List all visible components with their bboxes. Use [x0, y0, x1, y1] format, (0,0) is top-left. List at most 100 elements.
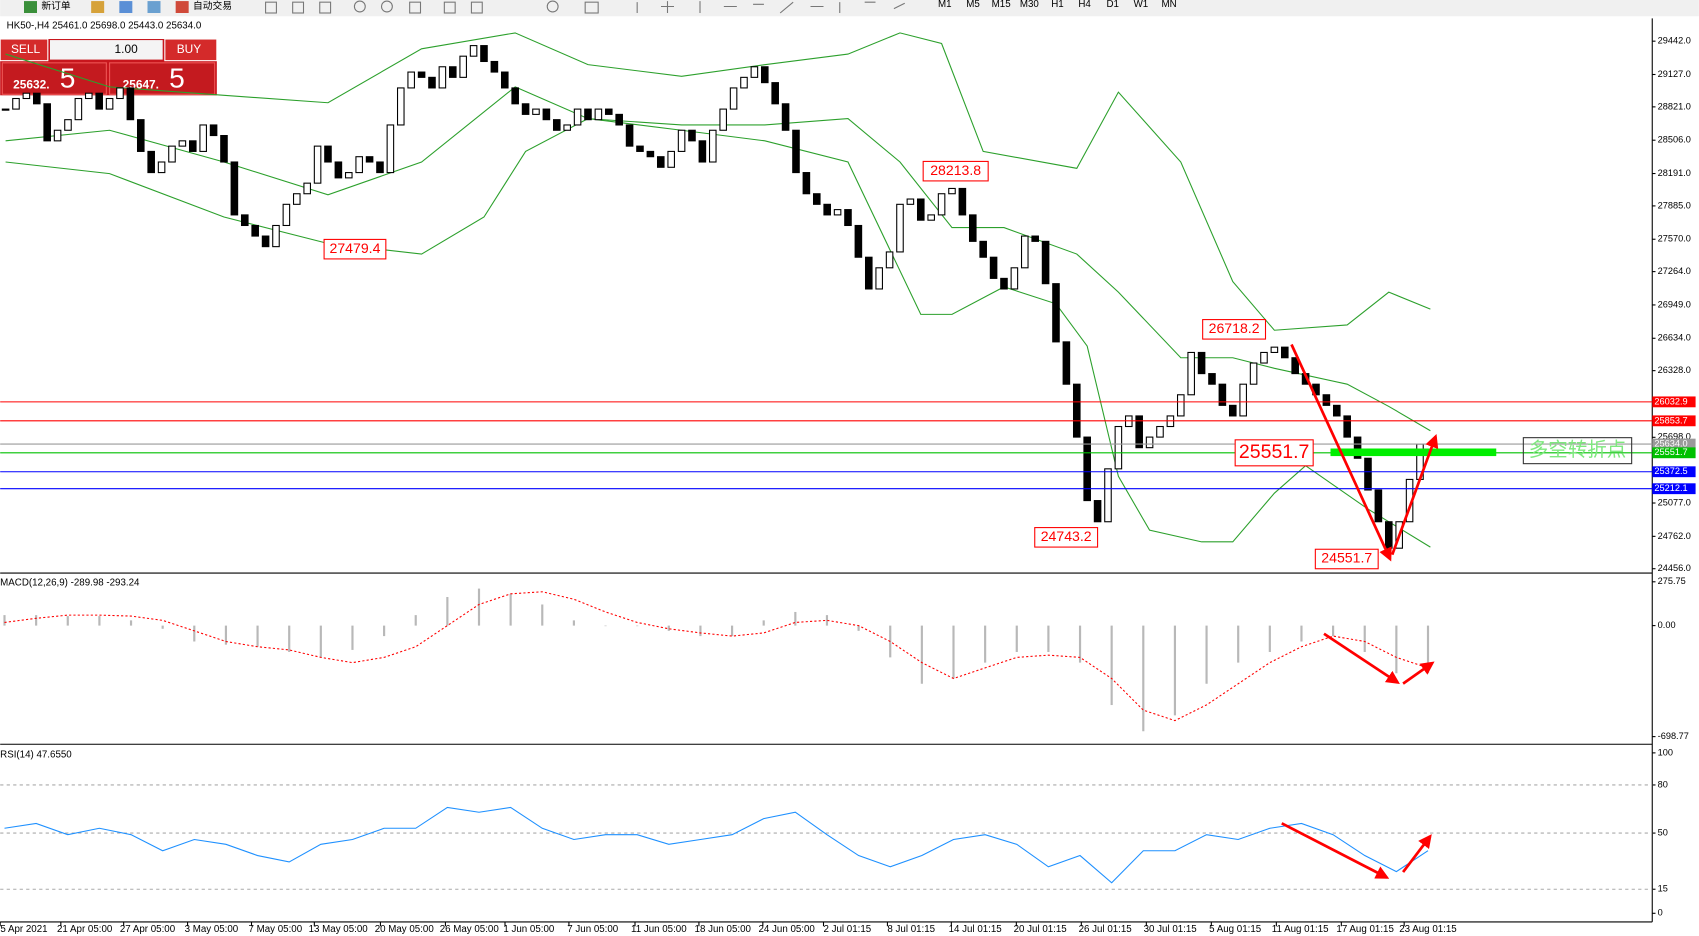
date-label: 17 Aug 01:15 [1336, 924, 1394, 935]
timeframe-button[interactable]: M15 [992, 0, 1012, 10]
buy-label[interactable]: BUY [177, 42, 202, 56]
macd-histogram-bar [604, 625, 607, 627]
price-annotation: 25551.7 [1239, 441, 1310, 463]
volume-value[interactable]: 1.00 [115, 42, 139, 56]
price-annotation-box [1034, 527, 1099, 548]
timeframe-button[interactable]: H1 [1051, 0, 1063, 10]
volume-input[interactable] [50, 40, 163, 60]
y-tick-label: 28191.0 [1658, 168, 1691, 178]
candle [157, 161, 166, 174]
y-tick-label: 27885.0 [1658, 200, 1691, 210]
auto-trading-icon[interactable] [175, 1, 189, 14]
new-order-button[interactable]: 新订单 [41, 0, 70, 12]
tool-icon[interactable] [292, 1, 305, 14]
macd-histogram-bar [1426, 625, 1430, 674]
tool-icon[interactable] [443, 1, 456, 14]
ask-pip: 5 [169, 63, 185, 94]
timeframe-button[interactable]: D1 [1107, 0, 1119, 10]
macd-histogram-bar [984, 625, 987, 663]
timeframe-button[interactable]: W1 [1134, 0, 1149, 10]
candle [313, 145, 322, 184]
candle [584, 108, 592, 121]
turning-point-bar [1330, 448, 1497, 457]
candle [511, 87, 519, 105]
drawing-tools[interactable] [636, 1, 905, 14]
tool-icon[interactable] [409, 1, 422, 14]
candle [355, 156, 363, 174]
timeframe-button[interactable]: M5 [966, 0, 980, 10]
y-tick-label: 100 [1658, 747, 1673, 757]
macd-histogram-bar [193, 625, 196, 642]
macd-histogram-bar [161, 625, 164, 629]
sell-price-box[interactable] [1, 62, 107, 95]
zoom-out[interactable] [380, 0, 393, 13]
timeframe-button[interactable]: M30 [1020, 0, 1040, 10]
tool-icon[interactable] [265, 1, 277, 14]
timeframe-button[interactable]: M1 [938, 0, 952, 10]
candle [1270, 346, 1279, 353]
candle [532, 108, 540, 115]
macd-histogram-bar [319, 625, 322, 658]
candle [989, 256, 998, 279]
candle [1020, 235, 1029, 269]
price-level-label: 25372.5 [1654, 466, 1687, 476]
buy-button[interactable] [164, 38, 218, 62]
candle [448, 66, 457, 78]
candle [604, 108, 613, 115]
candle [292, 193, 301, 205]
timeframe-button[interactable]: H4 [1078, 0, 1091, 10]
price-level-tag [1652, 447, 1696, 459]
candle [407, 71, 415, 89]
candle [303, 182, 311, 195]
candle [854, 224, 863, 258]
candle [1353, 436, 1362, 459]
tool-icon[interactable] [584, 1, 599, 14]
candle [750, 66, 759, 78]
candle [698, 140, 707, 163]
macd-histogram-bar [446, 597, 449, 626]
macd-histogram-bar [794, 611, 797, 626]
new-order-icon[interactable] [24, 1, 37, 14]
timeframe-button[interactable]: MN [1161, 0, 1176, 10]
candle [833, 209, 842, 216]
candle [251, 224, 259, 237]
candle [625, 124, 634, 147]
tool-icon[interactable] [546, 0, 559, 13]
sell-button[interactable] [0, 38, 49, 62]
candle [740, 76, 748, 89]
price-annotation: 27479.4 [330, 240, 381, 256]
candle [240, 214, 249, 227]
arrow [1323, 632, 1400, 684]
tool-icon[interactable] [319, 1, 332, 14]
candle [1364, 457, 1372, 491]
tool-icon[interactable] [470, 1, 483, 14]
candle [147, 150, 155, 174]
candle [823, 203, 831, 216]
zoom-in[interactable] [353, 0, 366, 13]
macd-histogram-bar [1015, 625, 1018, 652]
candle [1156, 425, 1164, 438]
date-label: 5 Apr 2021 [0, 924, 47, 935]
arrow [1281, 822, 1390, 879]
candle [812, 193, 821, 205]
candle [1072, 383, 1081, 438]
tool-icon[interactable] [119, 1, 133, 14]
sell-label[interactable]: SELL [11, 42, 41, 56]
chart-header: HK50-,H4 25461.0 25698.0 25443.0 25634.0 [7, 21, 202, 32]
candle [1104, 468, 1112, 523]
tool-icon[interactable] [147, 1, 161, 14]
auto-trading-button[interactable]: 自动交易 [193, 0, 232, 12]
y-tick-label: 27570.0 [1658, 234, 1691, 244]
macd-histogram-bar [699, 625, 702, 637]
candle [1332, 404, 1341, 417]
arrow [1402, 661, 1435, 685]
macd-histogram-bar [66, 616, 69, 626]
candle [53, 129, 62, 142]
tool-icon[interactable] [91, 1, 105, 14]
candle [1239, 383, 1247, 417]
candle [1260, 351, 1268, 364]
price-level-label: 25212.1 [1654, 483, 1687, 493]
candle [792, 129, 800, 174]
date-label: 21 Apr 05:00 [57, 924, 113, 935]
